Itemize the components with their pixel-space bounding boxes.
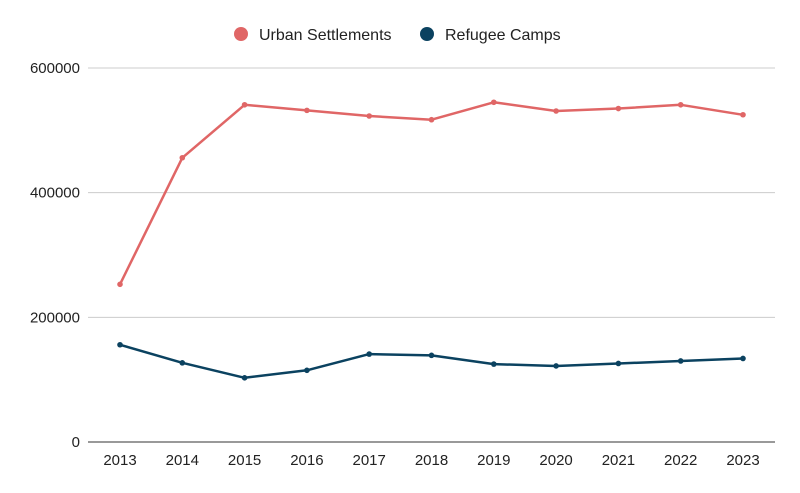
data-point-urban-settlements[interactable]: [677, 101, 684, 108]
series-layer: [117, 99, 746, 381]
x-tick-label: 2020: [539, 452, 572, 469]
data-point-urban-settlements[interactable]: [179, 154, 186, 161]
x-tick-label: 2018: [415, 452, 448, 469]
data-point-refugee-camps[interactable]: [491, 361, 497, 367]
data-point-urban-settlements[interactable]: [117, 281, 123, 288]
x-tick-label: 2014: [166, 452, 199, 469]
x-axis-ticks: 2013 2014 2015 2016 2017 2018 2019 2020 2021 2022…: [103, 452, 759, 469]
series-line-refugee-camps: [118, 343, 745, 380]
data-point-urban-settlements[interactable]: [304, 107, 310, 114]
data-point-refugee-camps[interactable]: [366, 351, 373, 357]
y-tick-label: 200000: [30, 309, 80, 326]
x-tick-label: 2016: [290, 452, 323, 469]
series-urban-settlements: [117, 99, 746, 288]
data-point-refugee-camps[interactable]: [304, 367, 310, 374]
x-tick-label: 2013: [103, 452, 136, 469]
x-tick-label: 2021: [602, 452, 635, 469]
legend-item-urban-settlements[interactable]: Urban Settlements: [234, 27, 392, 44]
y-axis-ticks: 0 200000 400000 600000: [30, 60, 80, 451]
x-tick-label: 2023: [726, 452, 759, 469]
y-tick-label: 600000: [30, 60, 80, 77]
gridlines: [88, 67, 775, 443]
series-line-urban-settlements: [118, 101, 745, 286]
series-refugee-camps: [117, 341, 746, 381]
legend-marker-urban-settlements: [234, 27, 248, 41]
data-point-urban-settlements[interactable]: [241, 101, 248, 108]
data-point-refugee-camps[interactable]: [615, 360, 622, 367]
legend: Urban Settlements Refugee Camps: [234, 27, 561, 44]
x-tick-label: 2015: [228, 452, 261, 469]
data-point-refugee-camps[interactable]: [428, 352, 435, 359]
x-tick-label: 2017: [353, 452, 386, 469]
legend-label-urban-settlements: Urban Settlements: [259, 27, 392, 44]
x-tick-label: 2019: [477, 452, 510, 469]
legend-marker-refugee-camps: [420, 27, 434, 41]
data-point-urban-settlements[interactable]: [740, 111, 746, 118]
y-tick-label: 0: [72, 434, 80, 451]
data-point-refugee-camps[interactable]: [241, 374, 248, 381]
x-tick-label: 2022: [664, 452, 697, 469]
data-point-refugee-camps[interactable]: [553, 363, 559, 369]
data-point-refugee-camps[interactable]: [117, 341, 123, 348]
data-point-urban-settlements[interactable]: [615, 105, 622, 112]
y-tick-label: 400000: [30, 185, 80, 202]
data-point-urban-settlements[interactable]: [428, 116, 435, 123]
legend-item-refugee-camps[interactable]: Refugee Camps: [420, 27, 561, 44]
data-point-refugee-camps[interactable]: [677, 358, 684, 364]
data-point-refugee-camps[interactable]: [740, 355, 746, 362]
data-point-refugee-camps[interactable]: [179, 360, 186, 366]
data-point-urban-settlements[interactable]: [553, 108, 559, 114]
legend-label-refugee-camps: Refugee Camps: [445, 27, 561, 44]
data-point-urban-settlements[interactable]: [366, 113, 373, 119]
data-point-urban-settlements[interactable]: [491, 99, 497, 106]
